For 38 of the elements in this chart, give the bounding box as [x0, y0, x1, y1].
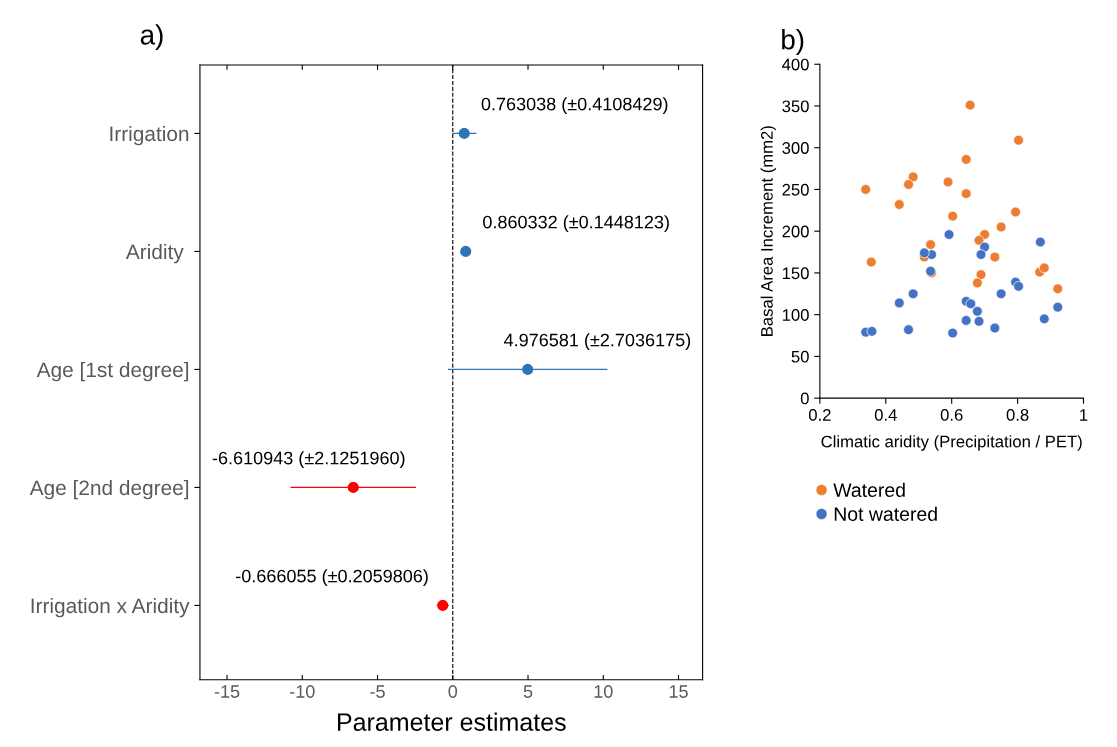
y-tick-label: Irrigation x Aridity	[31, 597, 190, 618]
y-tick-label: 400	[782, 58, 809, 71]
x-tick-label: 10	[594, 685, 613, 698]
x-tick-label: 0.6	[940, 409, 963, 421]
x-tick-label: 5	[523, 685, 533, 698]
x-tick-label: 15	[669, 685, 688, 698]
x-tick-label: -10	[290, 685, 315, 698]
data-label: -6.610943 (±2.1251960)	[212, 451, 405, 468]
chart-title: a)	[140, 24, 163, 51]
y-tick-label: Age [1st degree]	[36, 361, 189, 382]
y-tick-label: 200	[782, 225, 809, 238]
y-tick-label: 250	[782, 183, 809, 196]
x-tick-label: -5	[370, 685, 385, 698]
legend-label: Not watered	[834, 506, 937, 521]
y-tick-label: 150	[782, 267, 809, 280]
y-tick-label: Aridity	[125, 243, 184, 264]
data-label: 0.860332 (±0.1448123)	[483, 215, 669, 232]
x-tick-label: -15	[214, 685, 240, 698]
x-axis-title: Climatic aridity (Precipitation / PET)	[821, 435, 1082, 451]
y-tick-label: 100	[782, 309, 809, 321]
x-axis-title: Parameter estimates	[338, 712, 566, 731]
y-tick-label: Age [2nd degree]	[29, 479, 189, 500]
legend-label: Watered	[833, 482, 905, 498]
x-tick-label: 0	[448, 685, 458, 698]
data-label: -0.666055 (±0.2059806)	[236, 569, 428, 586]
data-label: 0.763038 (±0.4108429)	[481, 97, 668, 114]
y-axis-title: Basal Area Increment (mm2)	[760, 126, 777, 336]
x-tick-label: 0.2	[808, 409, 831, 421]
x-tick-label: 0.8	[1006, 409, 1029, 421]
y-tick-label: 300	[782, 142, 809, 154]
chart-title: b)	[782, 29, 804, 55]
data-label: 4.976581 (±2.7036175)	[504, 333, 691, 350]
y-tick-label: 350	[782, 100, 809, 113]
y-tick-label: 50	[791, 350, 809, 363]
y-tick-label: Irrigation	[110, 125, 189, 146]
y-tick-label: 0	[800, 392, 809, 405]
x-tick-label: 1	[1080, 409, 1088, 421]
x-tick-label: 0.4	[874, 409, 897, 421]
